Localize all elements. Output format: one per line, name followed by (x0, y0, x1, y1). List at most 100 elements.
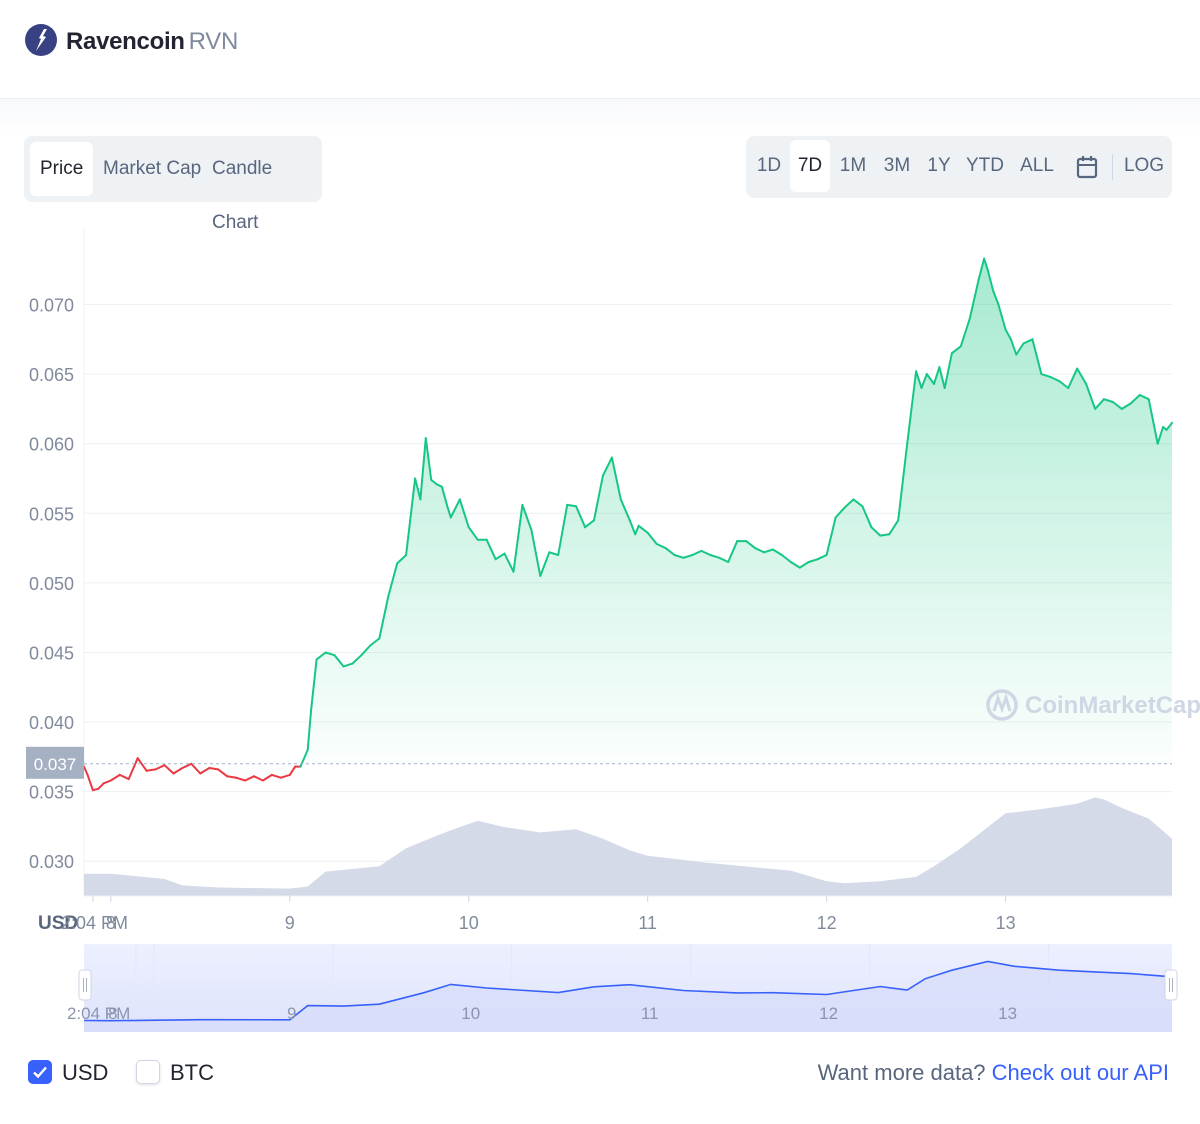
price-line-segment (279, 773, 291, 779)
price-line-segment (950, 345, 962, 355)
price-line-segment (1031, 338, 1043, 376)
price-line-segment (727, 540, 739, 563)
price-line-segment (1022, 338, 1034, 345)
price-line-segment (816, 554, 828, 561)
price-line-segment (208, 767, 220, 771)
y-tick-label: 0.030 (29, 852, 74, 872)
range-1y[interactable]: 1Y (927, 155, 951, 176)
price-line-segment (619, 498, 631, 522)
price-line-segment (861, 505, 873, 529)
usd-checkbox[interactable] (28, 1060, 52, 1084)
navigator-tick-label: 13 (998, 1004, 1017, 1023)
price-line-segment (709, 554, 721, 559)
price-line-segment (634, 524, 640, 536)
price-line-segment (959, 317, 971, 348)
price-line-segment (943, 352, 953, 389)
price-line-segment (920, 373, 928, 389)
log-toggle[interactable]: LOG (1123, 155, 1165, 176)
price-line-segment (83, 765, 89, 776)
x-tick-label: 8 (106, 913, 116, 933)
price-line-segment (458, 498, 470, 529)
y-tick-label: 0.055 (29, 504, 74, 524)
price-line-segment (324, 651, 336, 657)
price-line-segment (136, 757, 148, 772)
price-line-segment (691, 549, 703, 556)
price-line-segment (435, 483, 443, 488)
price-line-segment (584, 519, 595, 529)
price-line-segment (1138, 394, 1150, 401)
price-line-segment (938, 366, 946, 389)
price-line-segment (718, 556, 730, 563)
price-line-segment (261, 773, 273, 782)
price-area-fill (84, 258, 1172, 791)
price-line-segment (1094, 398, 1105, 410)
price-line-segment (601, 456, 613, 477)
price-line-segment (548, 551, 560, 556)
price-line-segment (217, 768, 229, 778)
price-line-segment (145, 768, 157, 772)
raven-logo-icon[interactable] (24, 20, 58, 60)
currency-axis-label: USD (38, 913, 78, 934)
range-all[interactable]: ALL (1020, 155, 1054, 176)
tab-candle-chart[interactable]: Candle Chart (212, 158, 273, 233)
price-line-segment (530, 529, 542, 577)
navigator-handle[interactable] (1164, 969, 1178, 1001)
range-divider (1112, 154, 1113, 180)
range-ytd[interactable]: YTD (966, 155, 1004, 176)
range-1m[interactable]: 1M (839, 155, 867, 176)
price-line-segment (1085, 382, 1097, 410)
price-line-segment (163, 764, 175, 775)
price-line-segment (977, 257, 986, 281)
price-line-segment (1076, 367, 1088, 385)
reference-price-label: 0.037 (34, 755, 77, 774)
price-line-segment (888, 519, 900, 536)
price-line-segment (360, 644, 372, 657)
price-line-segment (226, 775, 238, 779)
range-3m[interactable]: 3M (883, 155, 911, 176)
price-line-segment (539, 551, 551, 577)
calendar-icon[interactable] (1076, 154, 1098, 180)
price-line-segment (968, 278, 980, 320)
price-line-segment (1049, 375, 1061, 383)
x-tick-label: 9 (285, 913, 295, 933)
price-line-segment (1103, 398, 1114, 403)
price-line-segment (430, 478, 438, 486)
price-line-segment (879, 533, 891, 537)
tab-market-cap[interactable]: Market Cap (103, 158, 202, 179)
price-line-segment (646, 531, 658, 545)
price-line-segment (449, 498, 461, 519)
api-promo: Want more data? Check out our API (818, 1060, 1169, 1086)
price-line-segment (396, 554, 408, 565)
range-1d[interactable]: 1D (756, 155, 782, 176)
range-7d[interactable]: 7D (790, 140, 830, 192)
price-line-segment (664, 547, 676, 556)
api-link[interactable]: Check out our API (991, 1060, 1169, 1085)
y-tick-label: 0.050 (29, 574, 74, 594)
price-line-segment (1058, 380, 1070, 389)
navigator-handle[interactable] (78, 969, 92, 1001)
y-tick-label: 0.065 (29, 365, 74, 385)
price-line-segment (333, 654, 345, 668)
tab-price[interactable]: Price (30, 142, 94, 196)
navigator-tick-label: 12 (819, 1004, 838, 1023)
btc-checkbox[interactable] (136, 1060, 160, 1084)
usd-label: USD (62, 1060, 109, 1085)
price-line-segment (1009, 338, 1018, 356)
price-line-segment (315, 651, 327, 661)
price-line-segment (897, 442, 909, 522)
navigator-area (84, 961, 1172, 1032)
price-line-segment (414, 477, 422, 501)
price-line-segment (557, 503, 569, 556)
coinmarketcap-logo-icon (986, 689, 1018, 721)
navigator-tick-label: 2:04 PM (67, 1004, 130, 1023)
price-line-segment (154, 764, 166, 771)
navigator-tick-label: 9 (287, 1004, 296, 1023)
price-line-segment (127, 757, 139, 781)
price-line-segment (1004, 328, 1012, 341)
price-line-segment (1165, 421, 1173, 431)
price-line-segment (789, 561, 801, 569)
price-line-segment (1156, 426, 1165, 445)
price-line-segment (118, 773, 130, 781)
price-line-segment (933, 366, 941, 385)
